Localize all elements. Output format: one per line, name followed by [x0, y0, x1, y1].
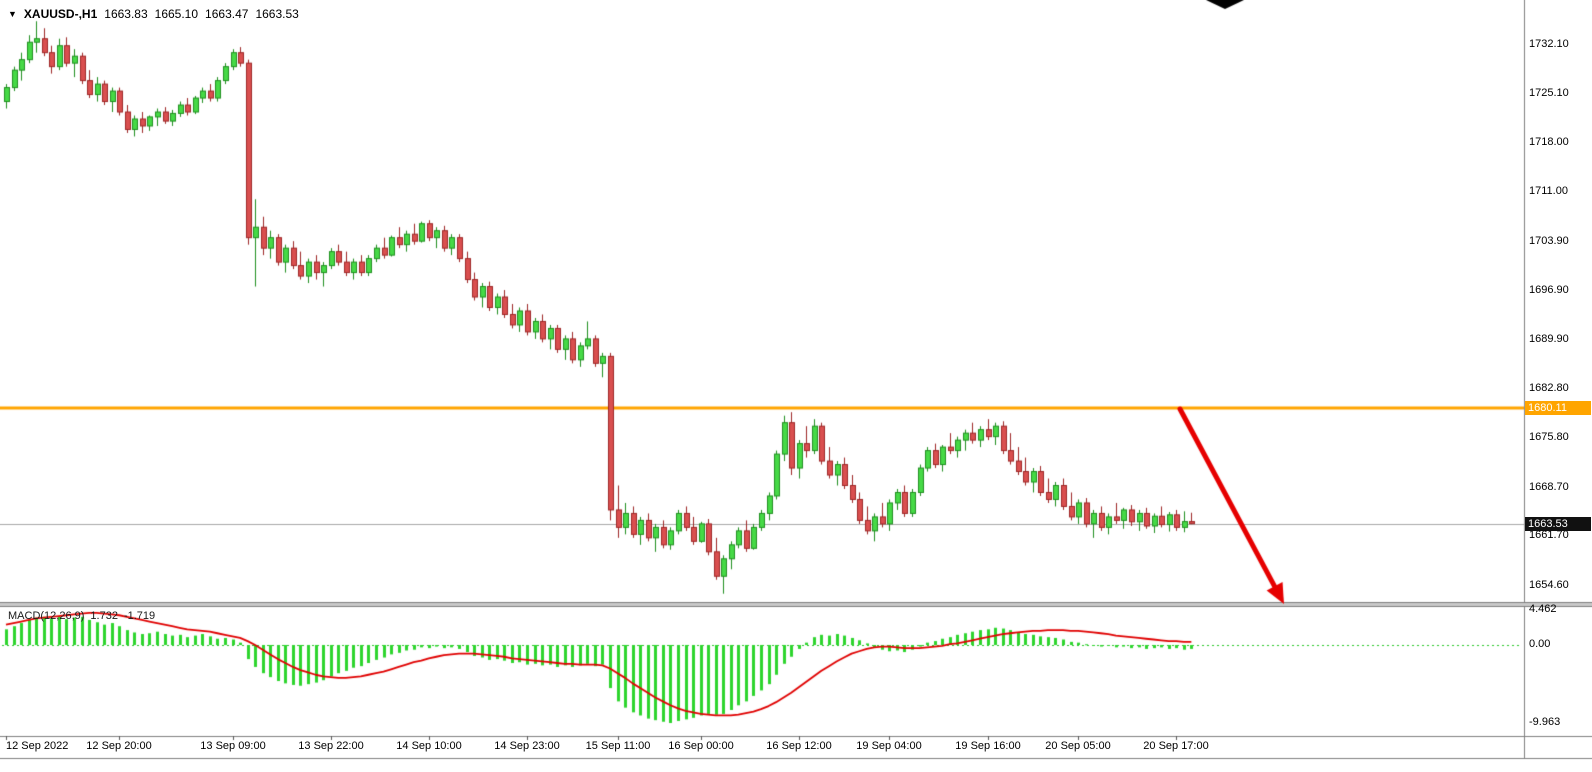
macd-axis-label: 0.00 — [1529, 638, 1551, 650]
price-axis-label: 1718.00 — [1529, 136, 1569, 148]
ohlc-low: 1663.47 — [205, 7, 249, 21]
time-axis-label: 14 Sep 10:00 — [396, 740, 462, 752]
symbol-header: ▼ XAUUSD-,H1 1663.83 1665.10 1663.47 166… — [8, 7, 299, 21]
price-axis-label: 1654.60 — [1529, 579, 1569, 591]
time-axis-label: 19 Sep 16:00 — [955, 740, 1021, 752]
ohlc-close: 1663.53 — [255, 7, 299, 21]
price-tag-level: 1680.11 — [1525, 401, 1591, 415]
time-axis-label: 16 Sep 12:00 — [766, 740, 832, 752]
price-axis-label: 1711.00 — [1529, 185, 1568, 197]
macd-axis-label: -9.963 — [1529, 716, 1561, 728]
price-axis-label: 1682.80 — [1529, 382, 1569, 394]
time-axis-label: 13 Sep 09:00 — [200, 740, 266, 752]
macd-main-value: 1.732 — [90, 610, 118, 622]
price-tag-current: 1663.53 — [1525, 517, 1591, 531]
time-axis-label: 14 Sep 23:00 — [494, 740, 560, 752]
ohlc-open: 1663.83 — [104, 7, 148, 21]
time-axis-label: 20 Sep 05:00 — [1045, 740, 1111, 752]
price-axis-label: 1703.90 — [1529, 235, 1569, 247]
price-axis-label: 1675.80 — [1529, 431, 1569, 443]
time-axis-label: 12 Sep 2022 — [6, 740, 69, 752]
macd-name: MACD(12,26,9) — [8, 610, 85, 622]
time-axis-label: 13 Sep 22:00 — [298, 740, 364, 752]
time-axis-label: 16 Sep 00:00 — [668, 740, 734, 752]
price-axis-label: 1696.90 — [1529, 284, 1569, 296]
price-axis-label: 1661.70 — [1529, 529, 1569, 541]
macd-indicator-label: MACD(12,26,9) 1.732 -1.719 — [8, 610, 155, 622]
time-axis-label: 15 Sep 11:00 — [585, 740, 651, 752]
symbol-title: XAUUSD-,H1 — [23, 7, 98, 21]
price-axis-label: 1668.70 — [1529, 481, 1569, 493]
price-axis-label: 1732.10 — [1529, 38, 1569, 50]
macd-signal-value: -1.719 — [123, 610, 156, 622]
price-axis-label: 1689.90 — [1529, 333, 1569, 345]
time-axis-label: 12 Sep 20:00 — [86, 740, 152, 752]
ohlc-high: 1665.10 — [154, 7, 199, 21]
time-axis-label: 20 Sep 17:00 — [1143, 740, 1209, 752]
time-axis-label: 19 Sep 04:00 — [856, 740, 922, 752]
symbol-dropdown-icon[interactable]: ▼ — [8, 9, 17, 19]
macd-axis-label: 4.462 — [1529, 603, 1557, 615]
price-axis-label: 1725.10 — [1529, 87, 1569, 99]
